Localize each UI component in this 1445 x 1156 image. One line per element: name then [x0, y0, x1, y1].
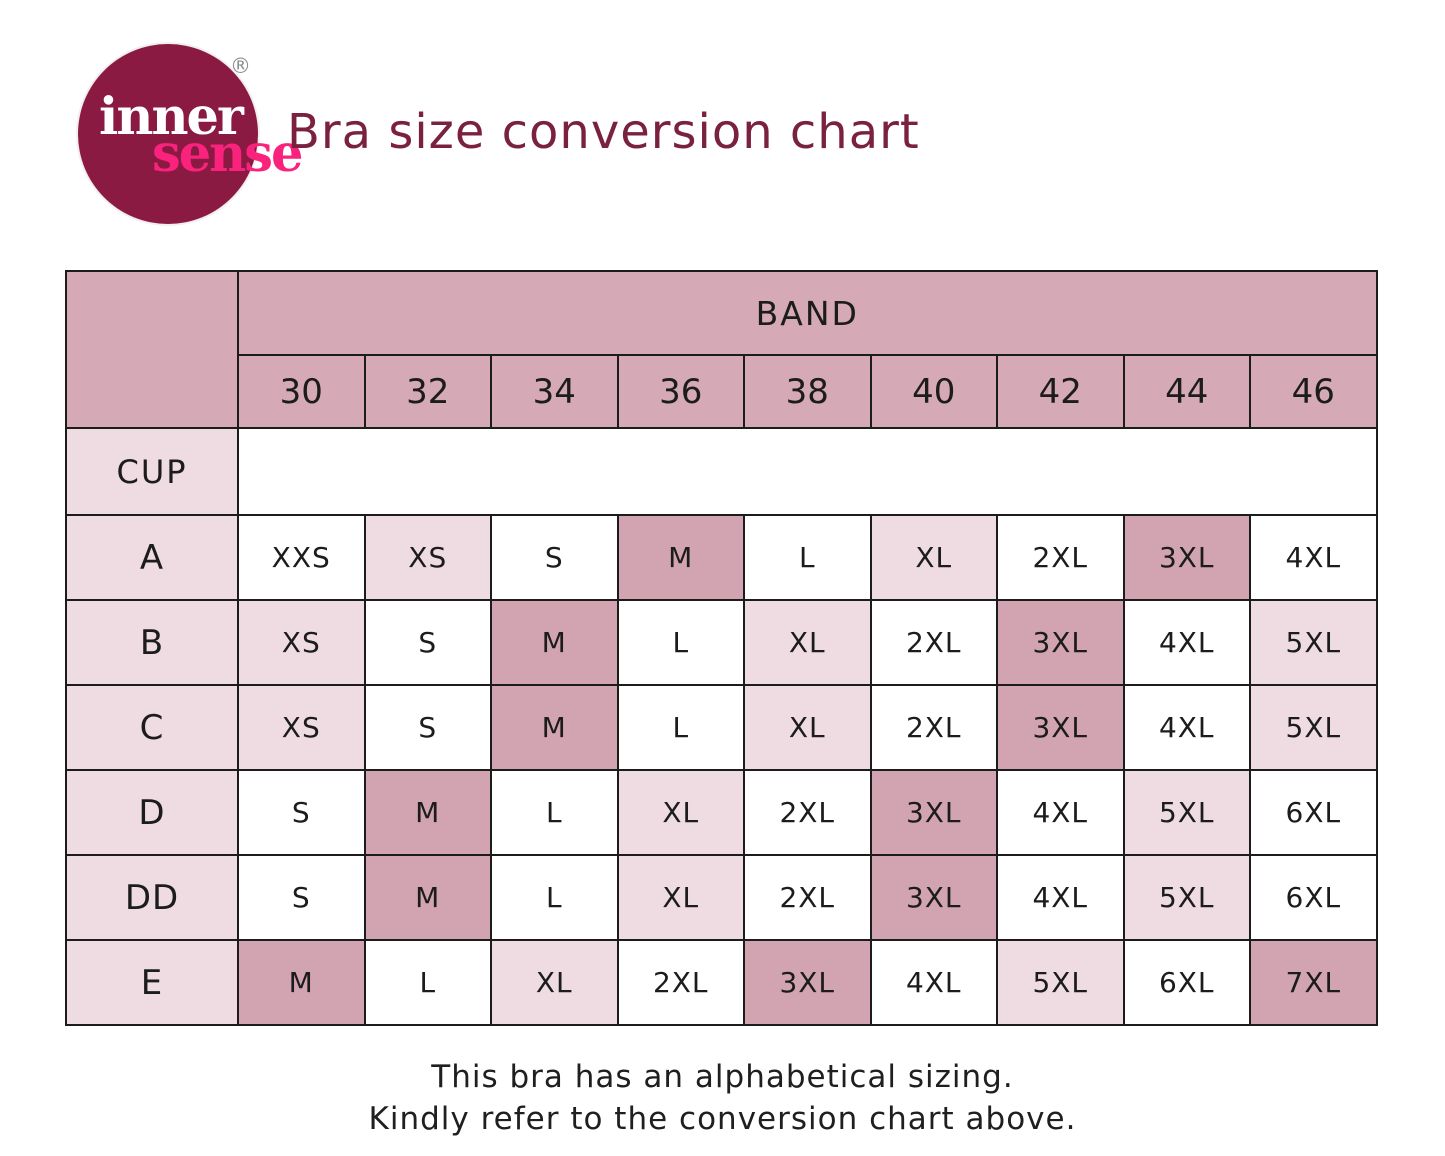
size-cell: S: [237, 769, 366, 856]
size-row: A XXS XS S M L XL 2XL 3XL 4XL: [65, 514, 1378, 601]
size-row: D S M L XL 2XL 3XL 4XL 5XL 6XL: [65, 769, 1378, 856]
size-cell: M: [490, 599, 619, 686]
band-number-cell: 36: [616, 354, 745, 429]
band-number-cell: 34: [490, 354, 619, 429]
size-cell: 3XL: [996, 599, 1125, 686]
page-title: Bra size conversion chart: [287, 104, 920, 160]
size-row: B XS S M L XL 2XL 3XL 4XL 5XL: [65, 599, 1378, 686]
size-cell: 6XL: [1122, 939, 1251, 1026]
size-row: C XS S M L XL 2XL 3XL 4XL 5XL: [65, 684, 1378, 771]
size-cell: 6XL: [1249, 769, 1378, 856]
size-cell: 4XL: [1122, 599, 1251, 686]
band-number-cell: 38: [743, 354, 872, 429]
corner-cell: [65, 270, 239, 429]
cup-label-cell: E: [65, 939, 239, 1026]
band-header-row: BAND: [65, 270, 1378, 429]
cup-label-cell: D: [65, 769, 239, 856]
size-cell: L: [490, 769, 619, 856]
size-cell: 5XL: [1122, 854, 1251, 941]
cup-header-cell: CUP: [65, 427, 239, 516]
size-cell: XL: [490, 939, 619, 1026]
size-cell: XL: [743, 684, 872, 771]
logo-word-sense: sense: [152, 124, 303, 184]
size-cell: XL: [743, 599, 872, 686]
size-row: DD S M L XL 2XL 3XL 4XL 5XL 6XL: [65, 854, 1378, 941]
band-number-cell: 30: [237, 354, 366, 429]
size-cell: XS: [237, 684, 366, 771]
size-cell: S: [237, 854, 366, 941]
size-cell: 4XL: [869, 939, 998, 1026]
size-row: E M L XL 2XL 3XL 4XL 5XL 6XL 7XL: [65, 939, 1378, 1026]
size-cell: 5XL: [1122, 769, 1251, 856]
size-cell: L: [743, 514, 872, 601]
size-cell: 5XL: [996, 939, 1125, 1026]
size-cell: 3XL: [743, 939, 872, 1026]
size-cell: 4XL: [1249, 514, 1378, 601]
cup-label-cell: B: [65, 599, 239, 686]
footer-note: This bra has an alphabetical sizing. Kin…: [0, 1056, 1445, 1140]
size-cell: L: [616, 684, 745, 771]
logo-word-inner: inner: [99, 87, 244, 147]
size-cell: M: [363, 769, 492, 856]
size-cell: 4XL: [996, 854, 1125, 941]
cup-label-cell: DD: [65, 854, 239, 941]
size-cell: 5XL: [1249, 684, 1378, 771]
size-cell: 3XL: [869, 769, 998, 856]
band-number-cell: 46: [1249, 354, 1378, 429]
cup-header-empty-cell: [237, 427, 1378, 516]
footer-line-2: Kindly refer to the conversion chart abo…: [368, 1101, 1077, 1137]
size-cell: M: [490, 684, 619, 771]
band-number-cell: 42: [996, 354, 1125, 429]
size-cell: M: [363, 854, 492, 941]
size-cell: M: [237, 939, 366, 1026]
size-cell: S: [490, 514, 619, 601]
band-number-cell: 32: [363, 354, 492, 429]
size-cell: 3XL: [996, 684, 1125, 771]
size-cell: L: [490, 854, 619, 941]
band-number-cell: 40: [869, 354, 998, 429]
cup-header-row: CUP: [65, 427, 1378, 516]
size-cell: 2XL: [996, 514, 1125, 601]
size-cell: 4XL: [996, 769, 1125, 856]
size-cell: XL: [616, 854, 745, 941]
size-cell: 2XL: [869, 684, 998, 771]
size-cell: XS: [363, 514, 492, 601]
size-cell: M: [616, 514, 745, 601]
size-cell: 6XL: [1249, 854, 1378, 941]
band-header-cell: BAND: [237, 270, 1378, 356]
innersense-logo: inner sense ®: [78, 44, 303, 234]
size-cell: L: [616, 599, 745, 686]
size-cell: 4XL: [1122, 684, 1251, 771]
size-cell: 2XL: [743, 769, 872, 856]
cup-label-cell: A: [65, 514, 239, 601]
band-numbers-row: 30 32 34 36 38 40 42 44 46: [66, 354, 1378, 429]
size-cell: 2XL: [869, 599, 998, 686]
registered-trademark-icon: ®: [230, 54, 251, 78]
size-cell: 7XL: [1249, 939, 1378, 1026]
size-cell: XXS: [237, 514, 366, 601]
size-cell: 3XL: [869, 854, 998, 941]
size-cell: S: [363, 684, 492, 771]
logo-circle-icon: inner sense: [78, 44, 303, 224]
cup-label-cell: C: [65, 684, 239, 771]
size-cell: L: [363, 939, 492, 1026]
size-cell: 3XL: [1122, 514, 1251, 601]
band-number-cell: 44: [1122, 354, 1251, 429]
footer-line-1: This bra has an alphabetical sizing.: [431, 1059, 1014, 1095]
size-cell: XL: [869, 514, 998, 601]
size-conversion-table: BAND 30 32 34 36 38 40 42 44 46 CUP A XXS XS S M L XL 2…: [65, 270, 1378, 1026]
size-cell: 5XL: [1249, 599, 1378, 686]
size-cell: 2XL: [616, 939, 745, 1026]
size-cell: S: [363, 599, 492, 686]
size-cell: 2XL: [743, 854, 872, 941]
size-cell: XS: [237, 599, 366, 686]
size-cell: XL: [616, 769, 745, 856]
